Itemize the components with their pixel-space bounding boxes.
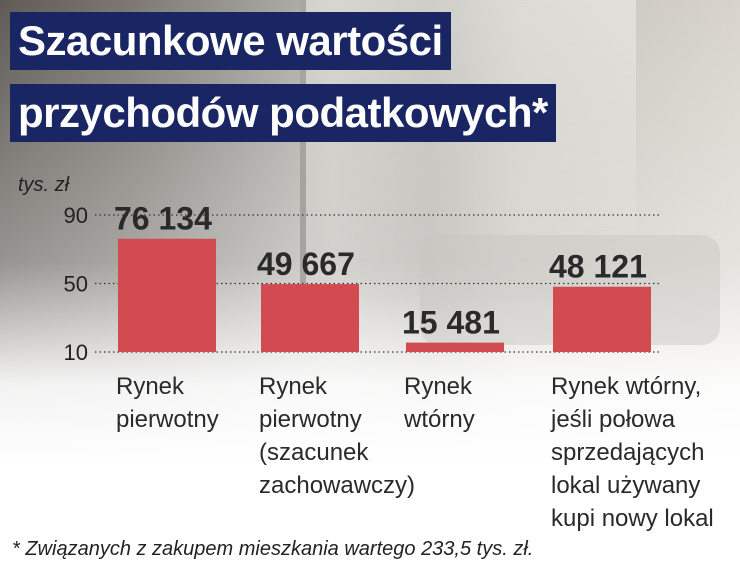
category-label: Rynek wtórny (404, 370, 475, 436)
category-label-line: jeśli połowa (551, 406, 676, 433)
category-label-line: pierwotny (116, 406, 219, 433)
category-label-line: lokal używany (551, 472, 701, 499)
category-label-line: Rynek (404, 373, 473, 400)
category-label-line: sprzedających (551, 439, 705, 466)
value-label: 49 667 (257, 246, 355, 282)
category-label: Rynek pierwotny (szacunek zachowawczy) (259, 370, 415, 502)
category-label-line: pierwotny (259, 406, 362, 433)
category-label-line: Rynek wtórny, (551, 373, 702, 400)
category-label: Rynek wtórny, jeśli połowa sprzedających lo… (551, 370, 714, 535)
bar (118, 238, 216, 352)
footnote: * Związanych z zakupem mieszkania warteg… (12, 538, 534, 560)
value-labels: 76 134 49 667 15 481 48 121 (114, 201, 647, 341)
category-label-line: (szacunek (259, 439, 369, 466)
y-tick-label: 10 (64, 340, 88, 365)
bar (406, 342, 504, 352)
y-tick-label: 50 (64, 272, 88, 297)
title-line-2: przychodów podatkowych* (10, 84, 556, 142)
value-label: 48 121 (549, 249, 647, 285)
category-label-line: wtórny (404, 406, 475, 433)
category-label: Rynek pierwotny (116, 370, 219, 436)
bars (118, 238, 651, 352)
y-axis-ticks: 90 50 10 (64, 203, 88, 365)
value-label: 15 481 (402, 305, 500, 341)
category-label-line: Rynek (259, 373, 328, 400)
title-line-1: Szacunkowe wartości (10, 12, 451, 70)
bar (261, 284, 359, 352)
y-tick-label: 90 (64, 203, 88, 228)
bar (553, 286, 651, 352)
category-label-line: kupi nowy lokal (551, 505, 714, 532)
value-label: 76 134 (114, 201, 212, 237)
unit-label: tys. zł (18, 174, 70, 196)
category-label-line: zachowawczy) (259, 472, 416, 499)
category-label-line: Rynek (116, 373, 185, 400)
